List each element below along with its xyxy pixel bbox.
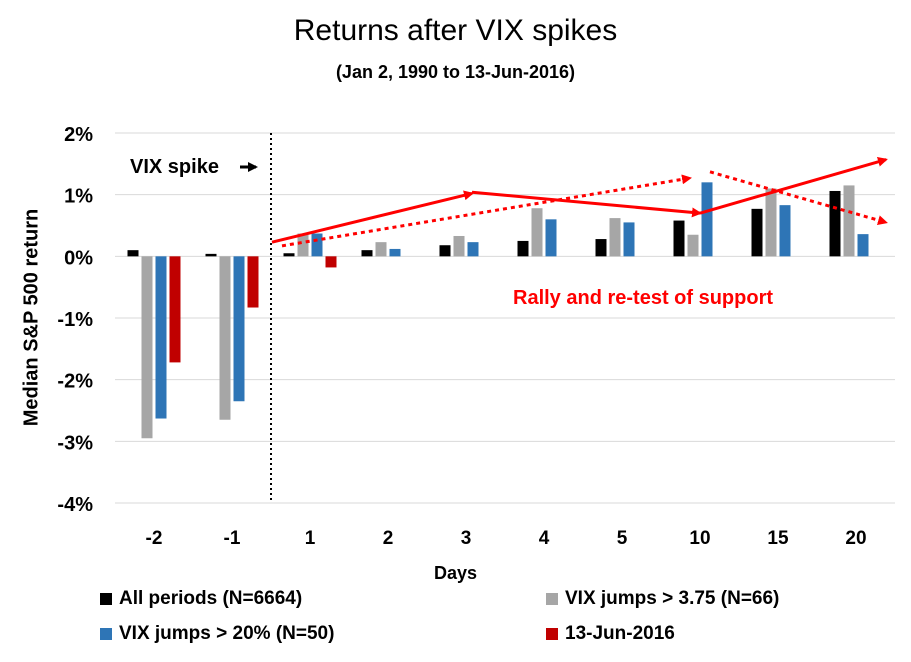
y-tick-label: 1% bbox=[64, 186, 93, 208]
chart-title: Returns after VIX spikes bbox=[293, 14, 618, 47]
legend-swatch bbox=[100, 593, 112, 605]
chart-subtitle: (Jan 2, 1990 to 13-Jun-2016) bbox=[335, 62, 576, 82]
bar-2-s2 bbox=[389, 248, 401, 257]
x-tick-label: 1 bbox=[305, 528, 316, 549]
legend-swatch bbox=[546, 628, 558, 640]
bar-10-s0 bbox=[673, 220, 685, 257]
rally-arrow-2 bbox=[699, 156, 888, 215]
bar--1-s2 bbox=[233, 256, 245, 402]
x-tick-label: -1 bbox=[224, 528, 241, 549]
dotted-arrow-up bbox=[281, 174, 692, 248]
bar-15-s2 bbox=[779, 205, 791, 257]
bar-3-s0 bbox=[439, 245, 451, 257]
legend-label: All periods (N=6664) bbox=[119, 588, 303, 609]
dotted-arrow-down bbox=[709, 170, 888, 226]
x-tick-label: 10 bbox=[689, 528, 710, 549]
bar-20-s2 bbox=[857, 234, 869, 257]
bar--2-s2 bbox=[155, 256, 167, 419]
bar-5-s1 bbox=[609, 218, 621, 257]
legend-swatch bbox=[546, 593, 558, 605]
bar-1-s2 bbox=[311, 233, 323, 257]
legend-item-vix-20pct: VIX jumps > 20% (N=50) bbox=[100, 623, 334, 645]
bar--1-s3 bbox=[247, 256, 259, 308]
bar--2-s3 bbox=[169, 256, 181, 363]
x-tick-label: -2 bbox=[146, 528, 163, 549]
bar-20-s1 bbox=[843, 185, 855, 257]
vix-spike-label: VIX spike bbox=[130, 156, 219, 178]
bars-group bbox=[127, 182, 869, 439]
y-axis-label: Median S&P 500 return bbox=[20, 208, 43, 427]
x-axis-label: Days bbox=[433, 563, 478, 583]
gridlines bbox=[115, 132, 895, 504]
x-tick-label: 20 bbox=[845, 528, 866, 549]
rally-annotation: Rally and re-test of support bbox=[513, 287, 773, 309]
y-tick-label: 0% bbox=[64, 247, 93, 269]
bar-3-s1 bbox=[453, 235, 465, 257]
bar--1-s0 bbox=[205, 253, 217, 257]
bar-15-s0 bbox=[751, 208, 763, 257]
bar-2-s0 bbox=[361, 250, 373, 257]
annotations-group: VIX spike Rally and re-test of support bbox=[130, 133, 888, 503]
y-tick-label: -1% bbox=[57, 309, 93, 331]
legend-label: 13-Jun-2016 bbox=[565, 623, 675, 644]
bar-15-s1 bbox=[765, 188, 777, 257]
y-tick-label: -4% bbox=[57, 494, 93, 516]
bar-20-s0 bbox=[829, 190, 841, 257]
legend-label: VIX jumps > 20% (N=50) bbox=[119, 623, 335, 644]
bar-10-s1 bbox=[687, 234, 699, 257]
legend-item-vix-375: VIX jumps > 3.75 (N=66) bbox=[546, 588, 779, 610]
y-tick-label: 2% bbox=[64, 124, 93, 146]
bar-4-s1 bbox=[531, 208, 543, 257]
bar-1-s3 bbox=[325, 256, 337, 268]
y-tick-label: -2% bbox=[57, 371, 93, 393]
bar--2-s1 bbox=[141, 256, 153, 439]
bar--2-s0 bbox=[127, 250, 139, 257]
legend-item-13jun2016: 13-Jun-2016 bbox=[546, 623, 675, 645]
bar-10-s2 bbox=[701, 182, 713, 257]
bar-4-s0 bbox=[517, 240, 529, 257]
bar-5-s0 bbox=[595, 239, 607, 257]
retest-arrow bbox=[471, 190, 702, 218]
legend-swatch bbox=[100, 628, 112, 640]
legend-label: VIX jumps > 3.75 (N=66) bbox=[565, 588, 780, 609]
bar-5-s2 bbox=[623, 222, 635, 257]
rally-arrow-1 bbox=[271, 190, 474, 244]
x-tick-label: 3 bbox=[461, 528, 472, 549]
bar-3-s2 bbox=[467, 242, 479, 257]
x-tick-label: 5 bbox=[617, 528, 628, 549]
bar-2-s1 bbox=[375, 242, 387, 257]
bar--1-s1 bbox=[219, 256, 231, 420]
x-tick-label: 2 bbox=[383, 528, 394, 549]
y-tick-label: -3% bbox=[57, 432, 93, 454]
bar-1-s0 bbox=[283, 253, 295, 257]
x-tick-label: 15 bbox=[767, 528, 789, 549]
bar-1-s1 bbox=[297, 233, 309, 257]
legend-item-all-periods: All periods (N=6664) bbox=[100, 588, 302, 610]
x-tick-label: 4 bbox=[539, 528, 550, 549]
axis-ticks: 2% 1% 0% -1% -2% -3% -4% -2 -1 1 2 3 4 5 10 15 20 bbox=[57, 124, 866, 549]
bar-4-s2 bbox=[545, 219, 557, 257]
